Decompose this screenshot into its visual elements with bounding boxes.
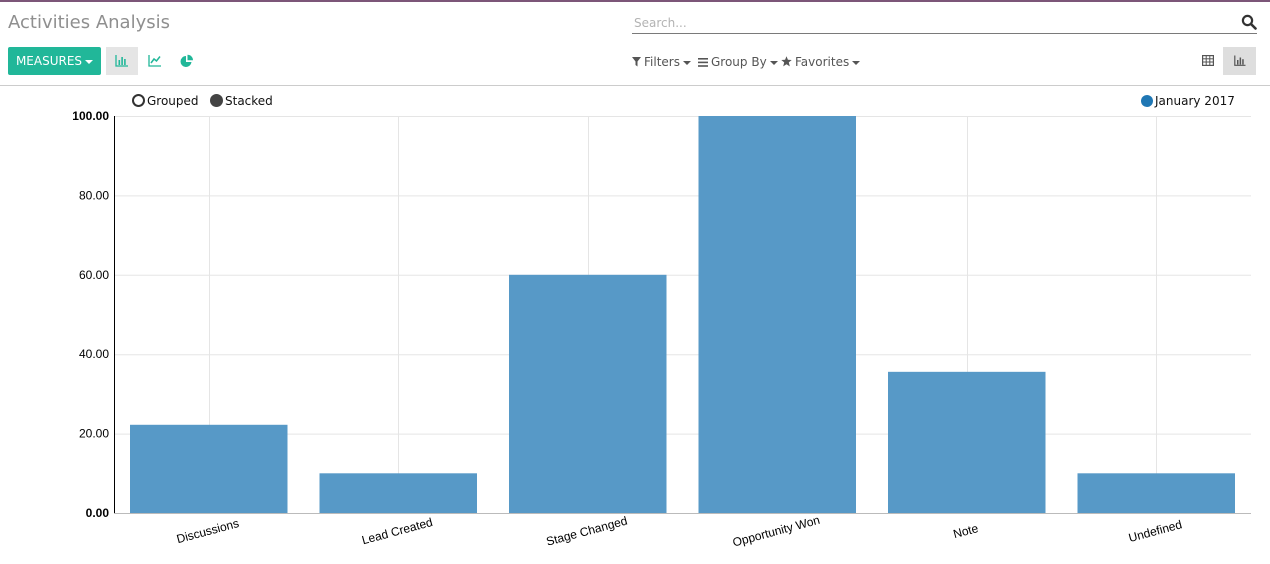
bar	[698, 116, 856, 513]
x-category-label: Stage Changed	[545, 514, 629, 549]
group-by-label: Group By	[711, 55, 767, 69]
line-chart-mode-button[interactable]	[139, 47, 171, 75]
y-tick-label: 40.00	[79, 347, 109, 361]
group-by-dropdown[interactable]: Group By	[698, 54, 778, 70]
pivot-view-button[interactable]	[1191, 47, 1224, 75]
top-accent-line	[0, 0, 1270, 2]
measures-button-label: MEASURES	[15, 54, 83, 68]
y-tick-label: 60.00	[79, 268, 109, 282]
y-tick-label: 100.00	[72, 109, 109, 123]
pie-chart-icon	[180, 54, 193, 67]
pie-chart-mode-button[interactable]	[171, 47, 203, 75]
radio-empty-icon	[132, 94, 145, 107]
x-category-label: Note	[952, 521, 980, 541]
page-title: Activities Analysis	[8, 12, 170, 33]
graph-view-button[interactable]	[1223, 47, 1256, 75]
legend-series-label: January 2017	[1155, 94, 1235, 108]
list-icon	[698, 58, 708, 67]
bar	[509, 274, 667, 513]
stacked-label: Stacked	[225, 94, 273, 108]
star-icon	[781, 56, 792, 67]
legend-series-item[interactable]: January 2017	[1141, 94, 1235, 108]
x-category-label: Lead Created	[360, 515, 434, 547]
favorites-dropdown[interactable]: Favorites	[781, 54, 861, 70]
filters-dropdown[interactable]: Filters	[632, 54, 691, 70]
x-category-label: Opportunity Won	[731, 513, 821, 550]
line-chart-icon	[148, 55, 161, 67]
toolbar-divider	[0, 85, 1270, 86]
y-tick-label: 20.00	[79, 427, 109, 441]
caret-down-icon	[769, 60, 778, 65]
x-category-label: Discussions	[175, 516, 240, 546]
bar	[319, 473, 477, 513]
caret-down-icon	[682, 60, 691, 65]
caret-down-icon	[85, 59, 94, 64]
search-input[interactable]	[632, 12, 1236, 34]
search-bar	[632, 12, 1257, 34]
caret-down-icon	[852, 60, 861, 65]
stacked-toggle[interactable]: Stacked	[210, 94, 273, 108]
grouped-label: Grouped	[147, 94, 199, 108]
favorites-label: Favorites	[795, 55, 850, 69]
y-tick-label: 80.00	[79, 188, 109, 202]
bar-chart-icon	[1234, 55, 1246, 66]
bar	[1077, 473, 1235, 513]
y-tick-label: 0.00	[86, 506, 110, 520]
search-icon[interactable]	[1241, 14, 1257, 30]
x-category-label: Undefined	[1127, 517, 1183, 545]
filters-label: Filters	[644, 55, 680, 69]
grouped-toggle[interactable]: Grouped	[132, 94, 199, 108]
bar	[130, 424, 288, 513]
radio-filled-icon	[210, 94, 223, 107]
table-icon	[1202, 55, 1214, 66]
measures-button[interactable]: MEASURES	[8, 47, 101, 75]
bar-chart-mode-button[interactable]	[106, 47, 138, 75]
bar-chart-icon	[115, 55, 128, 67]
filter-icon	[632, 57, 641, 67]
bar	[888, 371, 1046, 513]
legend-series-dot-icon	[1141, 95, 1153, 107]
